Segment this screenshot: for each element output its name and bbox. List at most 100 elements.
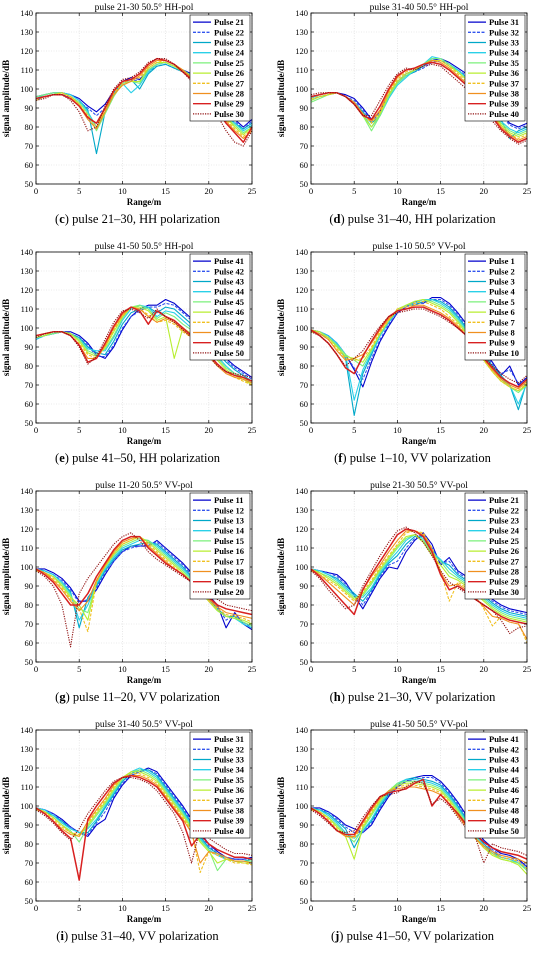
tick-label-y: 100 [20,562,33,572]
x-axis-label: Range/m [402,197,437,207]
chart-panel-e: 50 60 70 80 90 100 110 120 130 140 0 5 10 15 20 25 pulse… [0,239,275,478]
tick-label-y: 70 [300,858,309,868]
legend-label-2: Pulse 12 [214,505,244,515]
legend-label-1: Pulse 1 [489,256,515,266]
legend-label-8: Pulse 28 [489,567,519,577]
legend-label-8: Pulse 48 [489,806,519,816]
ticks: 50 60 70 80 90 100 110 120 130 140 0 5 10 15 20 25 [20,486,256,674]
tick-label-x: 0 [34,425,38,435]
tick-label-y: 140 [295,247,308,257]
series-line-10 [310,308,528,384]
legend-label-3: Pulse 23 [214,38,244,48]
tick-label-y: 140 [295,8,308,18]
chart-title: pulse 11-20 50.5° VV-pol [95,480,193,491]
tick-label-x: 25 [523,425,532,435]
tick-label-x: 20 [205,425,214,435]
tick-label-x: 5 [352,425,356,435]
series-line-7 [35,536,253,633]
tick-label-y: 120 [20,763,33,773]
tick-label-y: 130 [20,744,33,754]
legend-label-5: Pulse 35 [489,58,519,68]
tick-label-y: 110 [21,65,33,75]
legend-label-6: Pulse 6 [489,307,515,317]
grid [310,490,528,663]
tick-label-y: 50 [25,418,34,428]
tick-label-y: 90 [25,581,34,591]
legend-label-2: Pulse 22 [214,27,244,37]
legend-label-3: Pulse 43 [489,755,519,765]
ticks: 50 60 70 80 90 100 110 120 130 140 0 5 10 15 20 25 [295,8,531,196]
tick-label-x: 15 [161,425,170,435]
x-axis-label: Range/m [127,197,162,207]
tick-label-x: 0 [309,664,313,674]
y-axis-label: signal amplitude/dB [1,299,11,376]
tick-label-x: 0 [34,186,38,196]
tick-label-x: 10 [393,664,402,674]
legend-label-10: Pulse 40 [214,826,244,836]
legend-label-1: Pulse 31 [489,17,519,27]
panel-caption: (i) pulse 31–40, VV polarization [56,929,219,943]
tick-label-y: 130 [295,505,308,515]
chart-panel-f: 50 60 70 80 90 100 110 120 130 140 0 5 10 15 20 25 pulse… [275,239,550,478]
tick-label-y: 110 [21,543,33,553]
caption-letter: d [333,212,341,226]
series-line-6 [35,771,252,864]
legend-label-4: Pulse 14 [214,526,245,536]
legend-label-1: Pulse 21 [214,17,244,27]
tick-label-y: 130 [20,505,33,515]
series-line-5 [35,769,252,872]
ticks: 50 60 70 80 90 100 110 120 130 140 0 5 10 15 20 25 [295,247,531,435]
legend-label-8: Pulse 8 [489,328,515,338]
y-axis-label: signal amplitude/dB [276,299,286,376]
legend-label-1: Pulse 41 [489,734,519,744]
chart-panel-g: 50 60 70 80 90 100 110 120 130 140 0 5 10 15 20 25 pulse… [0,478,275,717]
legend-label-4: Pulse 44 [214,287,245,297]
legend-label-7: Pulse 27 [214,78,245,88]
chart-svg: 50 60 70 80 90 100 110 120 130 140 0 5 10 15 20 25 pulse… [276,2,531,207]
legend-label-9: Pulse 29 [489,577,519,587]
legend-label-7: Pulse 17 [214,556,245,566]
legend-label-10: Pulse 30 [489,587,519,597]
series-line-9 [310,306,528,388]
chart-svg: 50 60 70 80 90 100 110 120 130 140 0 5 10 15 20 25 pulse… [1,480,256,685]
tick-label-x: 15 [161,186,170,196]
series-line-6 [35,536,253,625]
y-axis-label: signal amplitude/dB [1,777,11,854]
tick-label-y: 70 [25,858,34,868]
tick-label-y: 140 [20,8,33,18]
legend-label-1: Pulse 11 [214,495,244,505]
tick-label-x: 15 [436,425,445,435]
tick-label-y: 90 [25,342,34,352]
tick-label-y: 80 [300,361,309,371]
tick-label-y: 110 [296,65,308,75]
series-line-8 [310,530,528,640]
caption-text: pulse 41–50, HH polarization [72,451,220,465]
chart-panel-i: 50 60 70 80 90 100 110 120 130 140 0 5 10 15 20 25 pulse… [0,717,275,956]
legend-label-10: Pulse 20 [214,587,244,597]
legend-label-4: Pulse 34 [489,48,520,58]
tick-label-y: 100 [20,801,33,811]
panel-caption: (d) pulse 31–40, HH polarization [329,212,496,226]
tick-label-y: 80 [300,122,309,132]
caption-text: pulse 21–30, VV polarization [347,690,496,704]
tick-label-x: 25 [248,664,257,674]
plot-frame [310,12,528,185]
ticks: 50 60 70 80 90 100 110 120 130 140 0 5 10 15 20 25 [20,8,256,196]
legend-label-3: Pulse 3 [489,277,515,287]
chart-svg: 50 60 70 80 90 100 110 120 130 140 0 5 10 15 20 25 pulse… [276,480,531,685]
tick-label-x: 15 [161,664,170,674]
tick-label-y: 60 [25,877,34,887]
series-line-8 [35,775,253,864]
legend-label-2: Pulse 2 [489,266,515,276]
tick-label-y: 80 [25,600,34,610]
caption-text: pulse 1–10, VV polarization [349,451,491,465]
legend-label-9: Pulse 39 [489,99,519,109]
tick-label-y: 60 [300,399,309,409]
y-axis-label: signal amplitude/dB [1,538,11,615]
legend-label-2: Pulse 42 [214,266,244,276]
panel-caption: (f) pulse 1–10, VV polarization [334,451,491,465]
legend-label-4: Pulse 4 [489,287,515,297]
